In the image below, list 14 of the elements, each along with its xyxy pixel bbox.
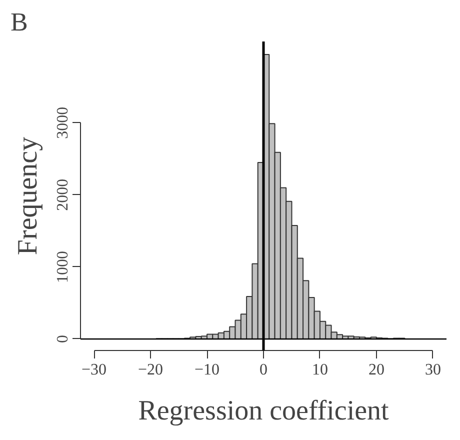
y-tick-label: 3000 xyxy=(54,106,72,139)
y-tick-label: 0 xyxy=(54,334,72,343)
x-tick-label: −20 xyxy=(138,362,164,378)
x-tick-label: 30 xyxy=(424,362,441,378)
x-tick-label: 10 xyxy=(312,362,328,378)
y-axis-title: Frequency xyxy=(12,136,44,256)
x-axis-title: Regression coefficient xyxy=(138,396,390,426)
y-tick-label: 2000 xyxy=(54,178,72,211)
x-tick-label: −30 xyxy=(82,362,107,378)
x-tick-label: −10 xyxy=(194,362,220,378)
chart-title: B xyxy=(10,8,28,36)
x-tick-label: 20 xyxy=(368,362,384,378)
y-tick-label: 1000 xyxy=(54,250,72,283)
x-tick-label: 0 xyxy=(260,362,268,378)
